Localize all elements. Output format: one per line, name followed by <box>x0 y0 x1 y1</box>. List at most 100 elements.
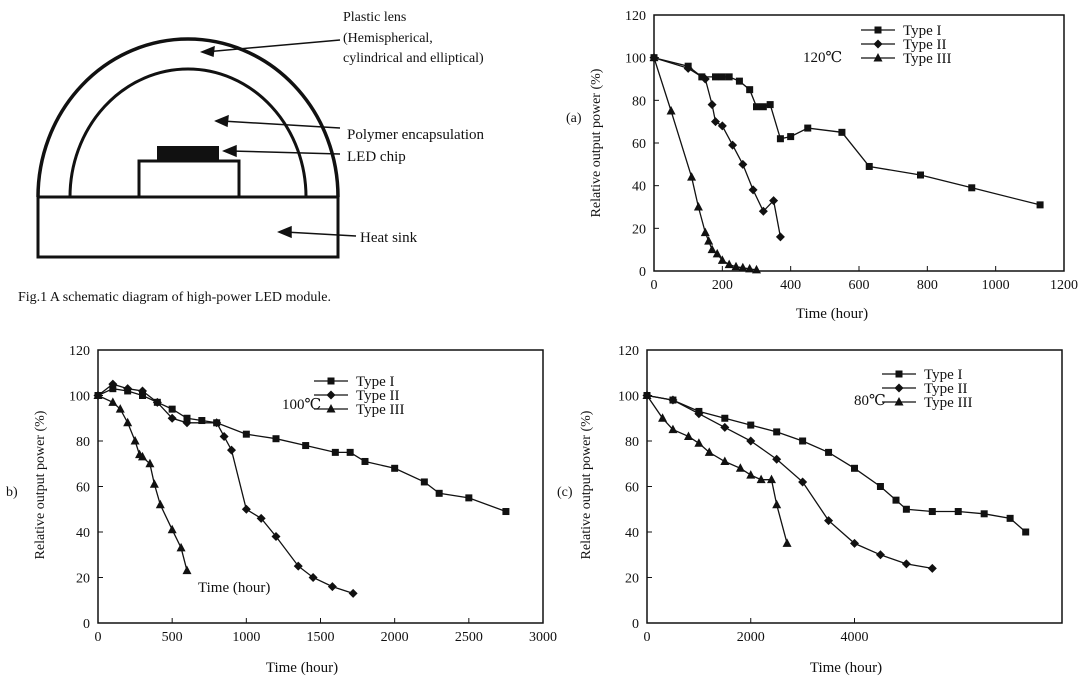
data-point <box>152 397 162 407</box>
data-point <box>746 436 756 446</box>
data-point <box>183 414 191 422</box>
data-point <box>724 259 734 269</box>
data-point <box>738 159 748 169</box>
data-point <box>145 458 155 468</box>
data-point <box>465 494 473 502</box>
data-point <box>902 505 910 513</box>
y-tick-label: 0 <box>639 265 646 280</box>
y-tick-label: 20 <box>625 572 639 587</box>
y-tick-label: 80 <box>625 435 639 450</box>
data-point <box>502 508 510 516</box>
data-point <box>892 496 900 504</box>
legend-label: Type III <box>356 402 405 418</box>
x-tick-label: 800 <box>917 278 938 293</box>
y-axis-label: Relative output power (%) <box>33 410 48 559</box>
label-polymer-encapsulation: Polymer encapsulation <box>347 127 485 143</box>
series-line <box>646 394 933 570</box>
series-type-iii <box>649 52 761 274</box>
data-point <box>308 573 318 582</box>
data-point <box>704 236 714 245</box>
data-point <box>642 390 652 399</box>
data-point <box>782 538 792 547</box>
legend-marker <box>874 26 882 34</box>
data-point <box>752 264 761 274</box>
data-point <box>772 454 782 464</box>
data-point <box>138 386 147 396</box>
y-axis-label: Relative output power (%) <box>589 68 604 217</box>
series-type-iii <box>642 390 792 547</box>
data-point <box>668 424 678 434</box>
y-tick-label: 20 <box>632 222 646 237</box>
data-point <box>687 172 697 181</box>
data-point <box>776 135 784 143</box>
y-tick-label: 120 <box>618 344 639 359</box>
y-tick-label: 20 <box>76 572 90 587</box>
data-point <box>115 404 125 413</box>
data-point <box>1022 528 1030 536</box>
data-point <box>1006 514 1014 522</box>
data-point <box>720 456 730 465</box>
plastic-lens-outer <box>36 37 340 198</box>
series-type-ii <box>642 391 937 573</box>
data-point <box>725 73 733 81</box>
label-lens-sub2: cylindrical and elliptical) <box>343 51 484 66</box>
arrow-sink <box>284 231 357 237</box>
series-type-ii <box>649 53 785 242</box>
data-point <box>927 563 937 573</box>
x-tick-label: 4000 <box>841 630 869 645</box>
panel-label: b) <box>6 485 18 500</box>
legend-marker <box>894 383 904 393</box>
data-point <box>327 582 337 592</box>
y-tick-label: 80 <box>632 94 646 109</box>
plot-frame <box>97 349 544 624</box>
data-point <box>176 542 186 552</box>
data-point <box>954 508 962 516</box>
data-point <box>391 464 399 472</box>
y-tick-label: 120 <box>69 344 90 359</box>
series-line <box>653 57 1041 206</box>
legend-label: Type III <box>903 51 952 67</box>
data-point <box>256 513 266 523</box>
data-point <box>901 559 911 569</box>
data-point <box>718 73 726 81</box>
panel-label: (a) <box>566 111 582 126</box>
y-tick-label: 80 <box>76 435 90 450</box>
data-point <box>756 474 766 484</box>
data-point <box>717 255 727 264</box>
heat-sink <box>36 195 340 259</box>
temperature-annotation: 100℃ <box>282 397 321 413</box>
data-point <box>798 477 808 487</box>
data-point <box>123 417 133 427</box>
data-point <box>917 171 924 179</box>
legend-label: Type II <box>924 381 968 397</box>
data-point <box>850 538 859 548</box>
label-lens-sub1: (Hemispherical, <box>343 31 433 46</box>
data-point <box>876 483 884 490</box>
data-point <box>721 414 729 422</box>
data-point <box>746 86 754 94</box>
data-point <box>851 464 858 472</box>
arrow-encap-head <box>214 114 229 128</box>
legend-marker <box>327 377 335 385</box>
data-point <box>748 185 758 195</box>
data-point <box>773 428 781 436</box>
y-tick-label: 0 <box>83 617 90 632</box>
data-point <box>712 248 722 258</box>
y-tick-label: 40 <box>625 526 639 541</box>
x-tick-label: 3000 <box>529 630 557 645</box>
series-line <box>646 395 788 544</box>
data-point <box>272 435 280 443</box>
x-tick-label: 400 <box>780 278 801 293</box>
arrow-lens-head <box>199 45 215 58</box>
data-point <box>775 232 785 242</box>
inner-time-label: Time (hour) <box>198 580 270 596</box>
data-point <box>348 588 358 598</box>
x-tick-label: 600 <box>849 278 870 293</box>
temperature-annotation: 120℃ <box>803 50 842 66</box>
data-point <box>700 227 710 237</box>
label-led-chip: LED chip <box>347 149 406 165</box>
data-point <box>707 100 717 110</box>
